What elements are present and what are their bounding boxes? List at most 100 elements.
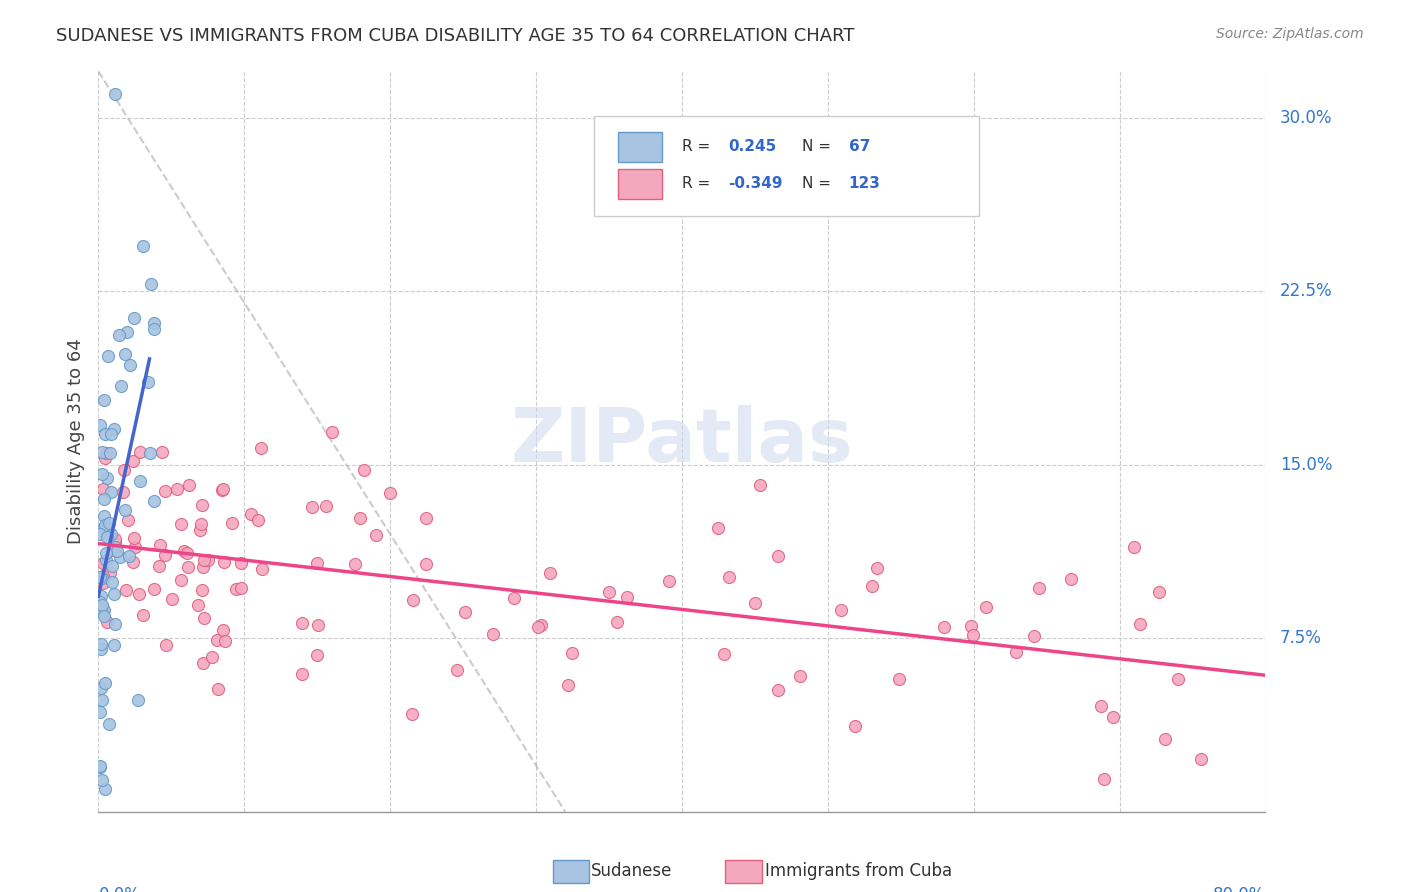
Immigrants from Cuba (307, 557, 329, 571)
Immigrants from Cuba (1101, 710, 1123, 724)
Sudanese (103, 638, 125, 652)
Immigrants from Cuba (454, 605, 477, 619)
Immigrants from Cuba (212, 555, 235, 569)
Immigrants from Cuba (190, 582, 212, 597)
Immigrants from Cuba (211, 482, 233, 496)
Immigrants from Cuba (1128, 617, 1150, 632)
Immigrants from Cuba (402, 592, 425, 607)
Immigrants from Cuba (1028, 581, 1050, 595)
Sudanese (101, 575, 124, 590)
Immigrants from Cuba (214, 634, 236, 648)
Sudanese (100, 446, 122, 460)
Sudanese (97, 516, 120, 530)
Sudanese (91, 598, 114, 612)
Immigrants from Cuba (538, 566, 561, 580)
Sudanese (93, 603, 115, 617)
Y-axis label: Disability Age 35 to 64: Disability Age 35 to 64 (66, 339, 84, 544)
Text: 123: 123 (849, 177, 880, 192)
Text: R =: R = (682, 139, 716, 154)
Immigrants from Cuba (122, 531, 145, 545)
Immigrants from Cuba (170, 516, 193, 531)
Immigrants from Cuba (201, 649, 224, 664)
Immigrants from Cuba (176, 546, 198, 560)
Immigrants from Cuba (91, 557, 114, 571)
Sudanese (104, 616, 127, 631)
Immigrants from Cuba (225, 582, 247, 597)
Sudanese (107, 328, 129, 343)
Text: Immigrants from Cuba: Immigrants from Cuba (765, 863, 952, 880)
Immigrants from Cuba (104, 532, 127, 546)
Sudanese (103, 421, 125, 435)
Immigrants from Cuba (162, 591, 184, 606)
Sudanese (142, 322, 165, 336)
Immigrants from Cuba (1090, 699, 1112, 714)
Immigrants from Cuba (193, 611, 215, 625)
Immigrants from Cuba (221, 516, 243, 530)
Sudanese (103, 586, 125, 600)
Immigrants from Cuba (353, 463, 375, 477)
Sudanese (93, 509, 115, 524)
Immigrants from Cuba (112, 463, 135, 477)
Immigrants from Cuba (117, 513, 139, 527)
Sudanese (100, 426, 122, 441)
Immigrants from Cuba (1167, 673, 1189, 687)
Sudanese (93, 492, 115, 507)
Immigrants from Cuba (748, 478, 770, 492)
Immigrants from Cuba (205, 633, 228, 648)
Sudanese (93, 392, 115, 407)
Immigrants from Cuba (170, 573, 193, 587)
Immigrants from Cuba (830, 603, 852, 617)
Text: Source: ZipAtlas.com: Source: ZipAtlas.com (1216, 27, 1364, 41)
Immigrants from Cuba (239, 507, 262, 521)
Sudanese (89, 527, 111, 541)
Sudanese (90, 693, 112, 707)
Immigrants from Cuba (744, 597, 766, 611)
Immigrants from Cuba (177, 478, 200, 492)
Sudanese (139, 446, 162, 460)
Text: 0.0%: 0.0% (98, 886, 141, 892)
Sudanese (91, 521, 114, 535)
Immigrants from Cuba (1060, 572, 1083, 586)
Text: Sudanese: Sudanese (591, 863, 672, 880)
Immigrants from Cuba (974, 600, 997, 615)
Sudanese (136, 375, 159, 389)
Sudanese (90, 467, 112, 482)
FancyBboxPatch shape (595, 116, 980, 216)
Immigrants from Cuba (718, 570, 741, 584)
Immigrants from Cuba (766, 682, 789, 697)
Immigrants from Cuba (860, 579, 883, 593)
Immigrants from Cuba (173, 544, 195, 558)
Immigrants from Cuba (121, 555, 143, 569)
Immigrants from Cuba (104, 535, 127, 549)
Immigrants from Cuba (148, 559, 170, 574)
Sudanese (90, 642, 112, 657)
Sudanese (129, 474, 152, 488)
Sudanese (103, 540, 125, 554)
Text: 67: 67 (849, 139, 870, 154)
Immigrants from Cuba (1189, 752, 1212, 766)
Immigrants from Cuba (557, 678, 579, 692)
Immigrants from Cuba (122, 454, 145, 468)
Immigrants from Cuba (91, 482, 114, 496)
Sudanese (90, 590, 112, 604)
Immigrants from Cuba (301, 500, 323, 514)
Immigrants from Cuba (789, 669, 811, 683)
Immigrants from Cuba (530, 618, 553, 632)
Immigrants from Cuba (349, 511, 371, 525)
Immigrants from Cuba (962, 628, 984, 642)
Immigrants from Cuba (187, 598, 209, 612)
Sudanese (100, 526, 122, 541)
Immigrants from Cuba (1149, 584, 1171, 599)
Immigrants from Cuba (188, 524, 211, 538)
Immigrants from Cuba (1154, 731, 1177, 746)
Text: SUDANESE VS IMMIGRANTS FROM CUBA DISABILITY AGE 35 TO 64 CORRELATION CHART: SUDANESE VS IMMIGRANTS FROM CUBA DISABIL… (56, 27, 855, 45)
Immigrants from Cuba (153, 548, 176, 562)
Text: N =: N = (801, 139, 837, 154)
Immigrants from Cuba (1122, 541, 1144, 555)
Immigrants from Cuba (94, 450, 117, 465)
Immigrants from Cuba (150, 445, 173, 459)
Immigrants from Cuba (598, 585, 620, 599)
Immigrants from Cuba (606, 615, 628, 629)
Immigrants from Cuba (706, 521, 728, 535)
Sudanese (89, 595, 111, 609)
